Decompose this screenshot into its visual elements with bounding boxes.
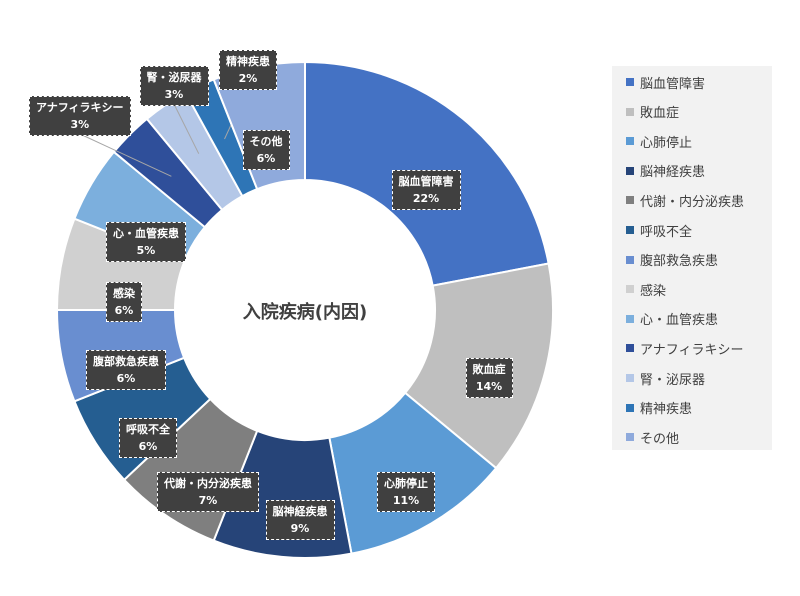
- data-label-5: 呼吸不全 6%: [119, 418, 177, 458]
- data-label-2: 心肺停止 11%: [377, 472, 435, 512]
- data-label-10: 腎・泌尿器 3%: [139, 66, 209, 106]
- legend-item-12: その他: [626, 427, 679, 447]
- data-label-1: 敗血症 14%: [465, 358, 513, 398]
- data-label-value: 11%: [392, 494, 420, 507]
- legend-swatch: [626, 403, 634, 412]
- data-label-value: 6%: [138, 440, 158, 453]
- legend-label: 腹部救急疾患: [640, 254, 719, 270]
- data-label-name: 代謝・内分泌疾患: [164, 477, 252, 490]
- legend-swatch: [626, 166, 634, 175]
- data-label-name: 感染: [113, 287, 135, 300]
- data-label-value: 6%: [114, 304, 134, 317]
- legend-label: 代謝・内分泌疾患: [640, 194, 745, 210]
- data-label-11: 精神疾患 2%: [219, 50, 277, 90]
- data-label-12: その他 6%: [242, 130, 290, 170]
- data-label-7: 感染 6%: [106, 282, 142, 322]
- legend-label: 感染: [640, 283, 667, 299]
- data-label-name: 呼吸不全: [126, 423, 170, 436]
- data-label-value: 3%: [164, 88, 184, 101]
- legend-item-11: 精神疾患: [626, 398, 692, 418]
- legend-swatch: [626, 196, 634, 205]
- data-label-name: 脳神経疾患: [272, 505, 328, 518]
- legend-label: アナフィラキシー: [640, 342, 744, 358]
- data-label-name: 脳血管障害: [398, 175, 454, 188]
- legend-item-4: 代謝・内分泌疾患: [626, 190, 744, 210]
- legend-label: その他: [640, 431, 680, 447]
- legend-label: 心・血管疾患: [640, 313, 719, 329]
- data-label-value: 22%: [412, 192, 440, 205]
- legend-swatch: [626, 285, 634, 294]
- data-label-name: 心肺停止: [384, 477, 428, 490]
- legend-item-9: アナフィラキシー: [626, 338, 743, 358]
- data-label-name: アナフィラキシー: [36, 101, 124, 114]
- legend-item-0: 脳血管障害: [626, 72, 705, 92]
- data-label-name: 腎・泌尿器: [146, 71, 202, 84]
- data-label-name: 心・血管疾患: [113, 227, 179, 240]
- legend-swatch: [626, 78, 634, 86]
- legend-label: 心肺停止: [640, 135, 693, 151]
- data-label-value: 14%: [475, 380, 503, 393]
- data-label-name: 敗血症: [472, 363, 506, 376]
- leader-line-10: [173, 103, 200, 154]
- legend-swatch: [626, 137, 634, 146]
- legend: 脳血管障害敗血症心肺停止脳神経疾患代謝・内分泌疾患 呼吸不全腹部救急疾患 感染心・血…: [612, 66, 772, 450]
- data-label-value: 2%: [238, 72, 258, 85]
- data-label-value: 5%: [136, 244, 156, 257]
- legend-label: 精神疾患: [640, 402, 693, 418]
- data-label-0: 脳血管障害 22%: [391, 170, 461, 210]
- legend-swatch: [626, 226, 634, 234]
- legend-item-1: 敗血症: [626, 102, 679, 122]
- leader-line-9: [79, 133, 172, 177]
- data-label-value: 6%: [116, 372, 136, 385]
- data-label-8: 心・血管疾患 5%: [106, 222, 186, 262]
- legend-label: 脳血管障害: [640, 76, 706, 92]
- data-label-value: 6%: [256, 152, 276, 165]
- data-label-name: その他: [249, 135, 283, 148]
- data-label-6: 腹部救急疾患 6%: [86, 350, 166, 390]
- legend-item-10: 腎・泌尿器: [626, 368, 705, 388]
- data-label-value: 3%: [70, 118, 90, 131]
- legend-swatch: [626, 107, 634, 116]
- data-label-value: 7%: [198, 494, 218, 507]
- legend-label: 脳神経疾患: [640, 165, 706, 181]
- chart-title: 入院疾病(内因): [242, 302, 368, 323]
- legend-item-7: 感染: [626, 279, 666, 299]
- legend-label: 腎・泌尿器: [640, 372, 706, 388]
- legend-swatch: [626, 433, 634, 442]
- legend-swatch: [626, 314, 634, 323]
- data-label-value: 9%: [290, 522, 310, 535]
- data-label-3: 脳神経疾患 9%: [265, 500, 335, 540]
- data-label-name: 精神疾患: [226, 55, 270, 68]
- legend-label: 敗血症: [640, 106, 680, 122]
- data-label-name: 腹部救急疾患: [93, 355, 159, 368]
- legend-item-3: 脳神経疾患: [626, 161, 705, 181]
- legend-item-6: 腹部救急疾患: [626, 250, 718, 270]
- legend-item-2: 心肺停止: [626, 131, 692, 151]
- legend-swatch: [626, 344, 634, 353]
- legend-item-8: 心・血管疾患: [626, 309, 718, 329]
- data-label-4: 代謝・内分泌疾患 7%: [157, 472, 259, 512]
- data-label-9: アナフィラキシー 3%: [29, 96, 131, 136]
- legend-swatch: [626, 255, 634, 264]
- legend-item-5: 呼吸不全: [626, 220, 692, 240]
- legend-label: 呼吸不全: [640, 224, 693, 240]
- legend-swatch: [626, 374, 634, 382]
